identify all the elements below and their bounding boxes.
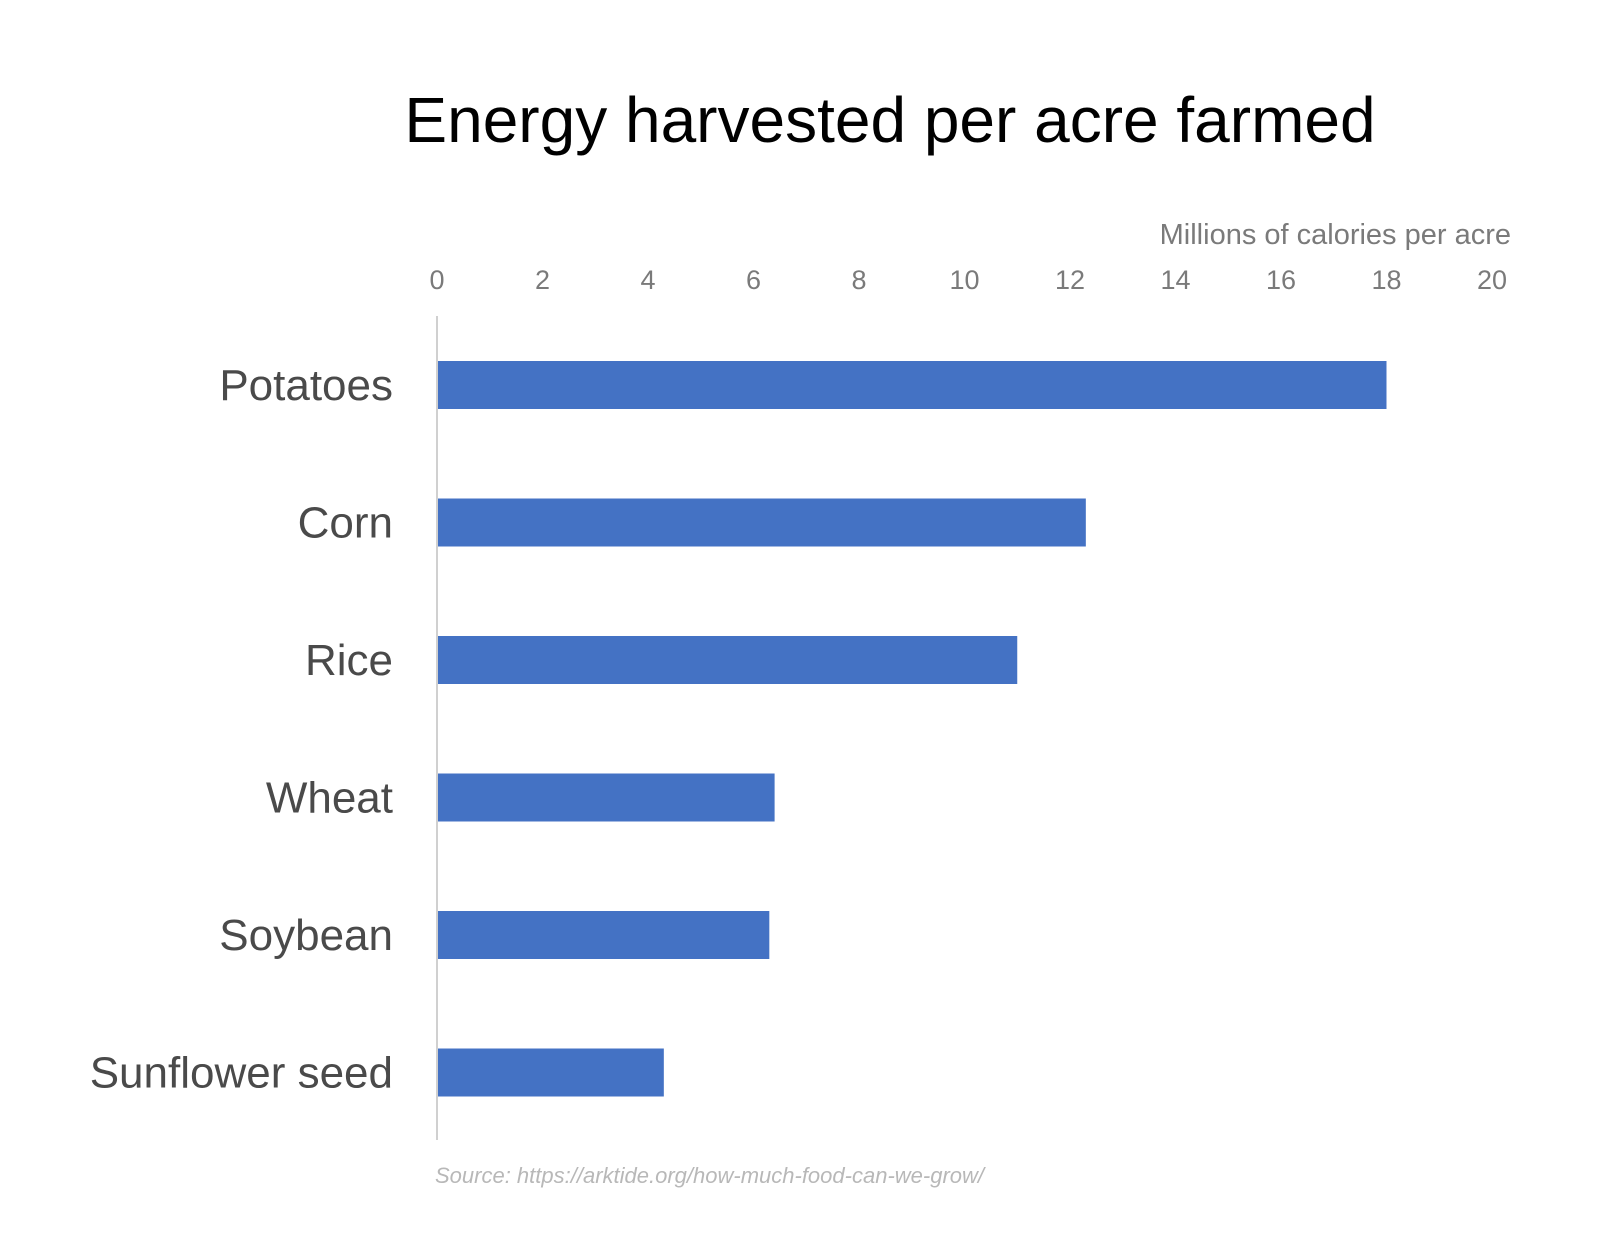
category-label: Wheat xyxy=(266,774,393,823)
category-label: Corn xyxy=(298,499,393,548)
chart-title: Energy harvested per acre farmed xyxy=(404,84,1375,156)
x-tick-label: 20 xyxy=(1477,265,1507,295)
category-label: Potatoes xyxy=(219,361,393,410)
x-tick-label: 2 xyxy=(535,265,550,295)
bar-series xyxy=(438,361,1387,1097)
bar-corn xyxy=(438,498,1086,547)
bar-sunflower-seed xyxy=(438,1048,664,1097)
source-note: Source: https://arktide.org/how-much-foo… xyxy=(435,1163,986,1188)
x-tick-label: 18 xyxy=(1371,265,1401,295)
x-tick-label: 4 xyxy=(640,265,655,295)
category-label: Soybean xyxy=(219,911,393,960)
x-tick-label: 0 xyxy=(429,265,444,295)
category-label: Rice xyxy=(305,636,393,685)
bar-soybean xyxy=(438,911,770,959)
category-label: Sunflower seed xyxy=(90,1049,393,1098)
x-axis-ticks: 0 2 4 6 8 10 12 14 16 18 20 xyxy=(429,265,1507,295)
bar-rice xyxy=(438,636,1018,684)
x-tick-label: 16 xyxy=(1266,265,1296,295)
x-tick-label: 10 xyxy=(949,265,979,295)
x-axis-title: Millions of calories per acre xyxy=(1160,219,1511,251)
x-tick-label: 8 xyxy=(851,265,866,295)
x-tick-label: 14 xyxy=(1160,265,1190,295)
bar-potatoes xyxy=(438,361,1387,409)
x-tick-label: 6 xyxy=(746,265,761,295)
category-labels: Potatoes Corn Rice Wheat Soybean Sunflower se… xyxy=(90,361,393,1098)
x-tick-label: 12 xyxy=(1055,265,1085,295)
bar-wheat xyxy=(438,773,775,822)
